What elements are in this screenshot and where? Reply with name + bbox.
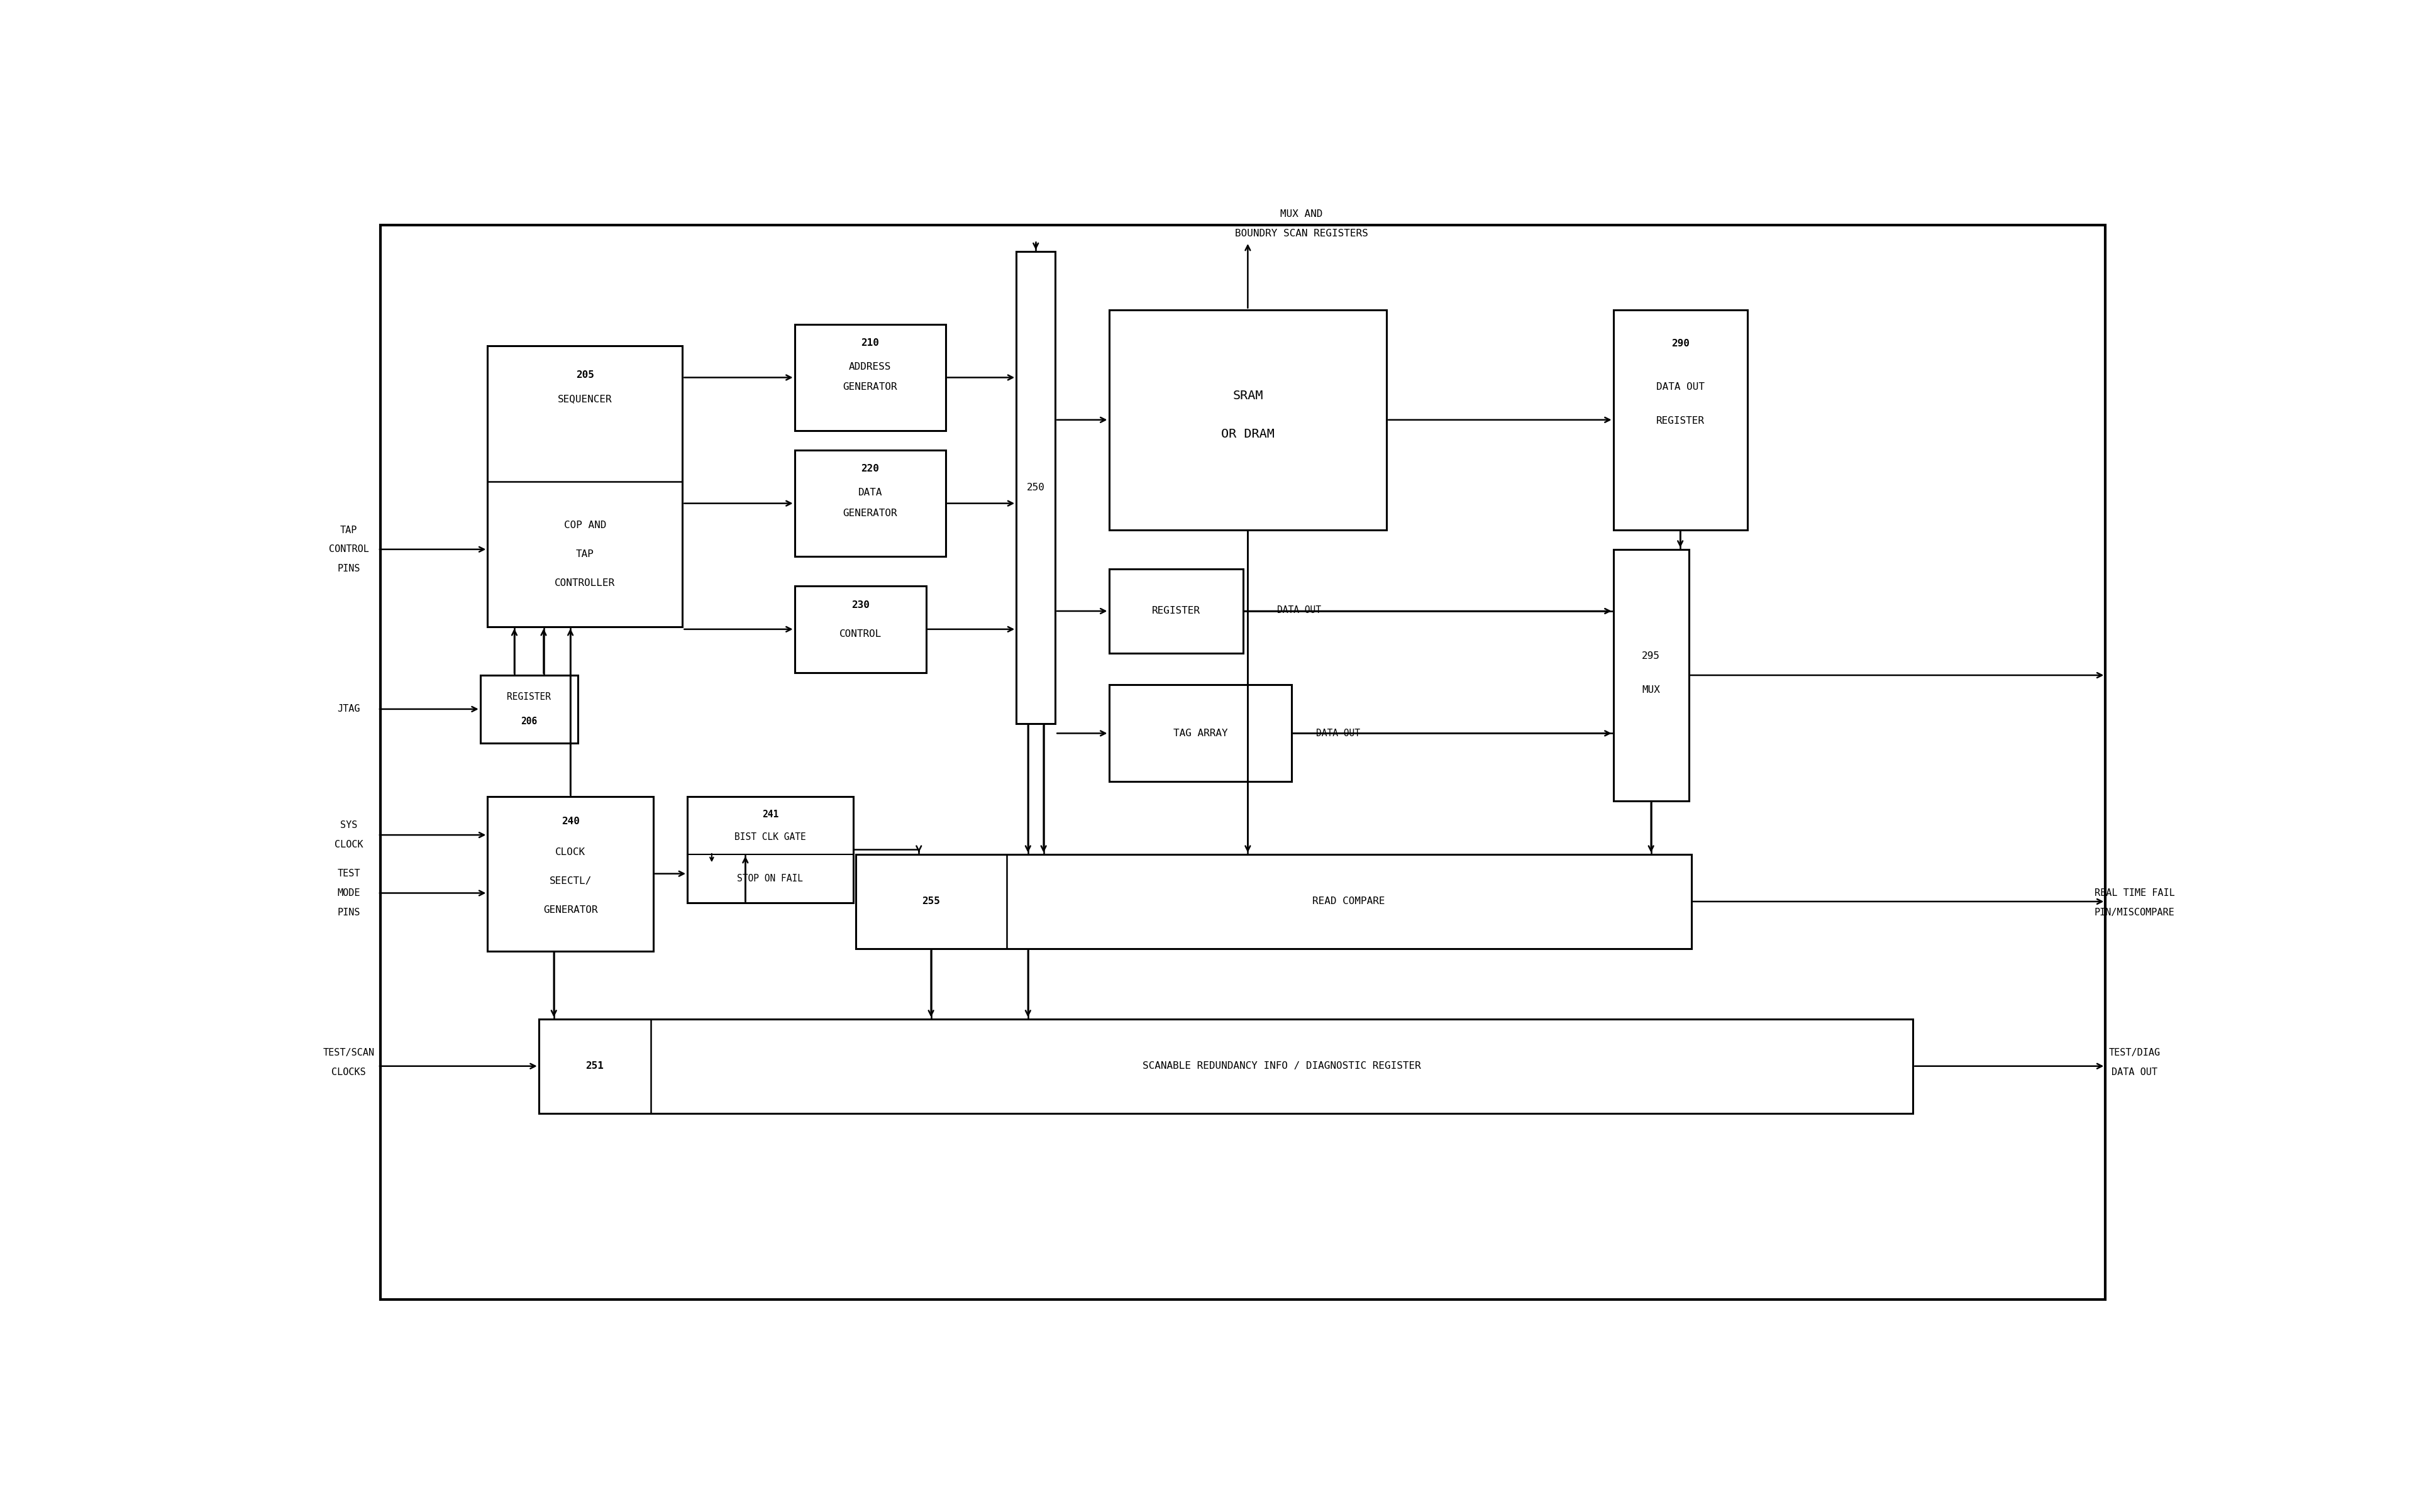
Text: 251: 251: [585, 1061, 605, 1070]
Text: READ COMPARE: READ COMPARE: [1314, 897, 1386, 906]
Bar: [1108, 310, 1386, 531]
Text: DATA OUT: DATA OUT: [1277, 605, 1321, 614]
Bar: [1016, 251, 1055, 724]
Text: CLOCKS: CLOCKS: [331, 1067, 365, 1077]
Text: CONTROL: CONTROL: [839, 629, 881, 638]
Text: GENERATOR: GENERATOR: [544, 906, 597, 915]
Text: DATA: DATA: [859, 488, 883, 497]
Bar: [856, 854, 1691, 948]
Text: 220: 220: [861, 464, 878, 473]
Text: REGISTER: REGISTER: [1151, 606, 1200, 615]
Text: 295: 295: [1643, 652, 1659, 661]
Text: DATA OUT: DATA OUT: [2112, 1067, 2158, 1077]
Text: REAL TIME FAIL: REAL TIME FAIL: [2095, 889, 2175, 898]
Bar: [1613, 310, 1747, 531]
Text: TEST/DIAG: TEST/DIAG: [2109, 1048, 2160, 1057]
Text: PINS: PINS: [336, 564, 360, 573]
Bar: [489, 797, 653, 951]
Bar: [793, 451, 946, 556]
Text: 206: 206: [520, 717, 537, 726]
Bar: [489, 346, 682, 627]
Text: TAG ARRAY: TAG ARRAY: [1173, 729, 1226, 738]
Text: PIN/MISCOMPARE: PIN/MISCOMPARE: [2095, 907, 2175, 918]
Text: TEST/SCAN: TEST/SCAN: [322, 1048, 375, 1057]
Text: TAP: TAP: [576, 549, 595, 559]
Bar: [1108, 569, 1243, 653]
Text: PINS: PINS: [336, 907, 360, 918]
Text: STOP ON FAIL: STOP ON FAIL: [738, 874, 803, 883]
Text: 250: 250: [1026, 482, 1045, 493]
Text: BOUNDRY SCAN REGISTERS: BOUNDRY SCAN REGISTERS: [1234, 228, 1369, 239]
Text: BIST CLK GATE: BIST CLK GATE: [735, 833, 806, 842]
Text: SEQUENCER: SEQUENCER: [559, 395, 612, 404]
Bar: [1613, 549, 1688, 801]
Text: 255: 255: [922, 897, 941, 906]
Text: DATA OUT: DATA OUT: [1657, 383, 1705, 392]
Text: OR DRAM: OR DRAM: [1222, 428, 1275, 440]
Text: CLOCK: CLOCK: [334, 841, 363, 850]
Bar: [793, 324, 946, 431]
Text: SCANABLE REDUNDANCY INFO / DIAGNOSTIC REGISTER: SCANABLE REDUNDANCY INFO / DIAGNOSTIC RE…: [1142, 1061, 1420, 1070]
Bar: [1108, 685, 1292, 782]
Text: REGISTER: REGISTER: [508, 692, 552, 702]
Text: MODE: MODE: [336, 889, 360, 898]
Text: GENERATOR: GENERATOR: [842, 508, 897, 517]
Text: MUX AND: MUX AND: [1280, 210, 1323, 219]
Bar: [481, 676, 578, 742]
Text: DATA OUT: DATA OUT: [1316, 729, 1359, 738]
Text: ADDRESS: ADDRESS: [849, 363, 890, 372]
Text: 240: 240: [561, 816, 581, 826]
Text: TEST: TEST: [336, 869, 360, 878]
Text: CONTROLLER: CONTROLLER: [554, 579, 614, 588]
Text: 210: 210: [861, 337, 878, 348]
Text: JTAG: JTAG: [336, 705, 360, 714]
Bar: [793, 585, 926, 673]
Text: SRAM: SRAM: [1234, 390, 1263, 402]
Text: SEECTL/: SEECTL/: [549, 877, 593, 886]
Text: GENERATOR: GENERATOR: [842, 383, 897, 392]
Text: SYS: SYS: [341, 821, 358, 830]
Text: MUX: MUX: [1643, 685, 1659, 694]
Text: 230: 230: [851, 600, 868, 609]
Text: CLOCK: CLOCK: [556, 847, 585, 857]
Text: REGISTER: REGISTER: [1657, 416, 1705, 426]
Bar: [539, 1019, 1913, 1113]
Bar: [687, 797, 854, 903]
Text: 241: 241: [762, 810, 779, 820]
Text: CONTROL: CONTROL: [329, 544, 368, 553]
Text: 290: 290: [1672, 339, 1688, 348]
Text: TAP: TAP: [341, 525, 358, 535]
Text: 205: 205: [576, 370, 595, 380]
Text: COP AND: COP AND: [564, 520, 607, 529]
